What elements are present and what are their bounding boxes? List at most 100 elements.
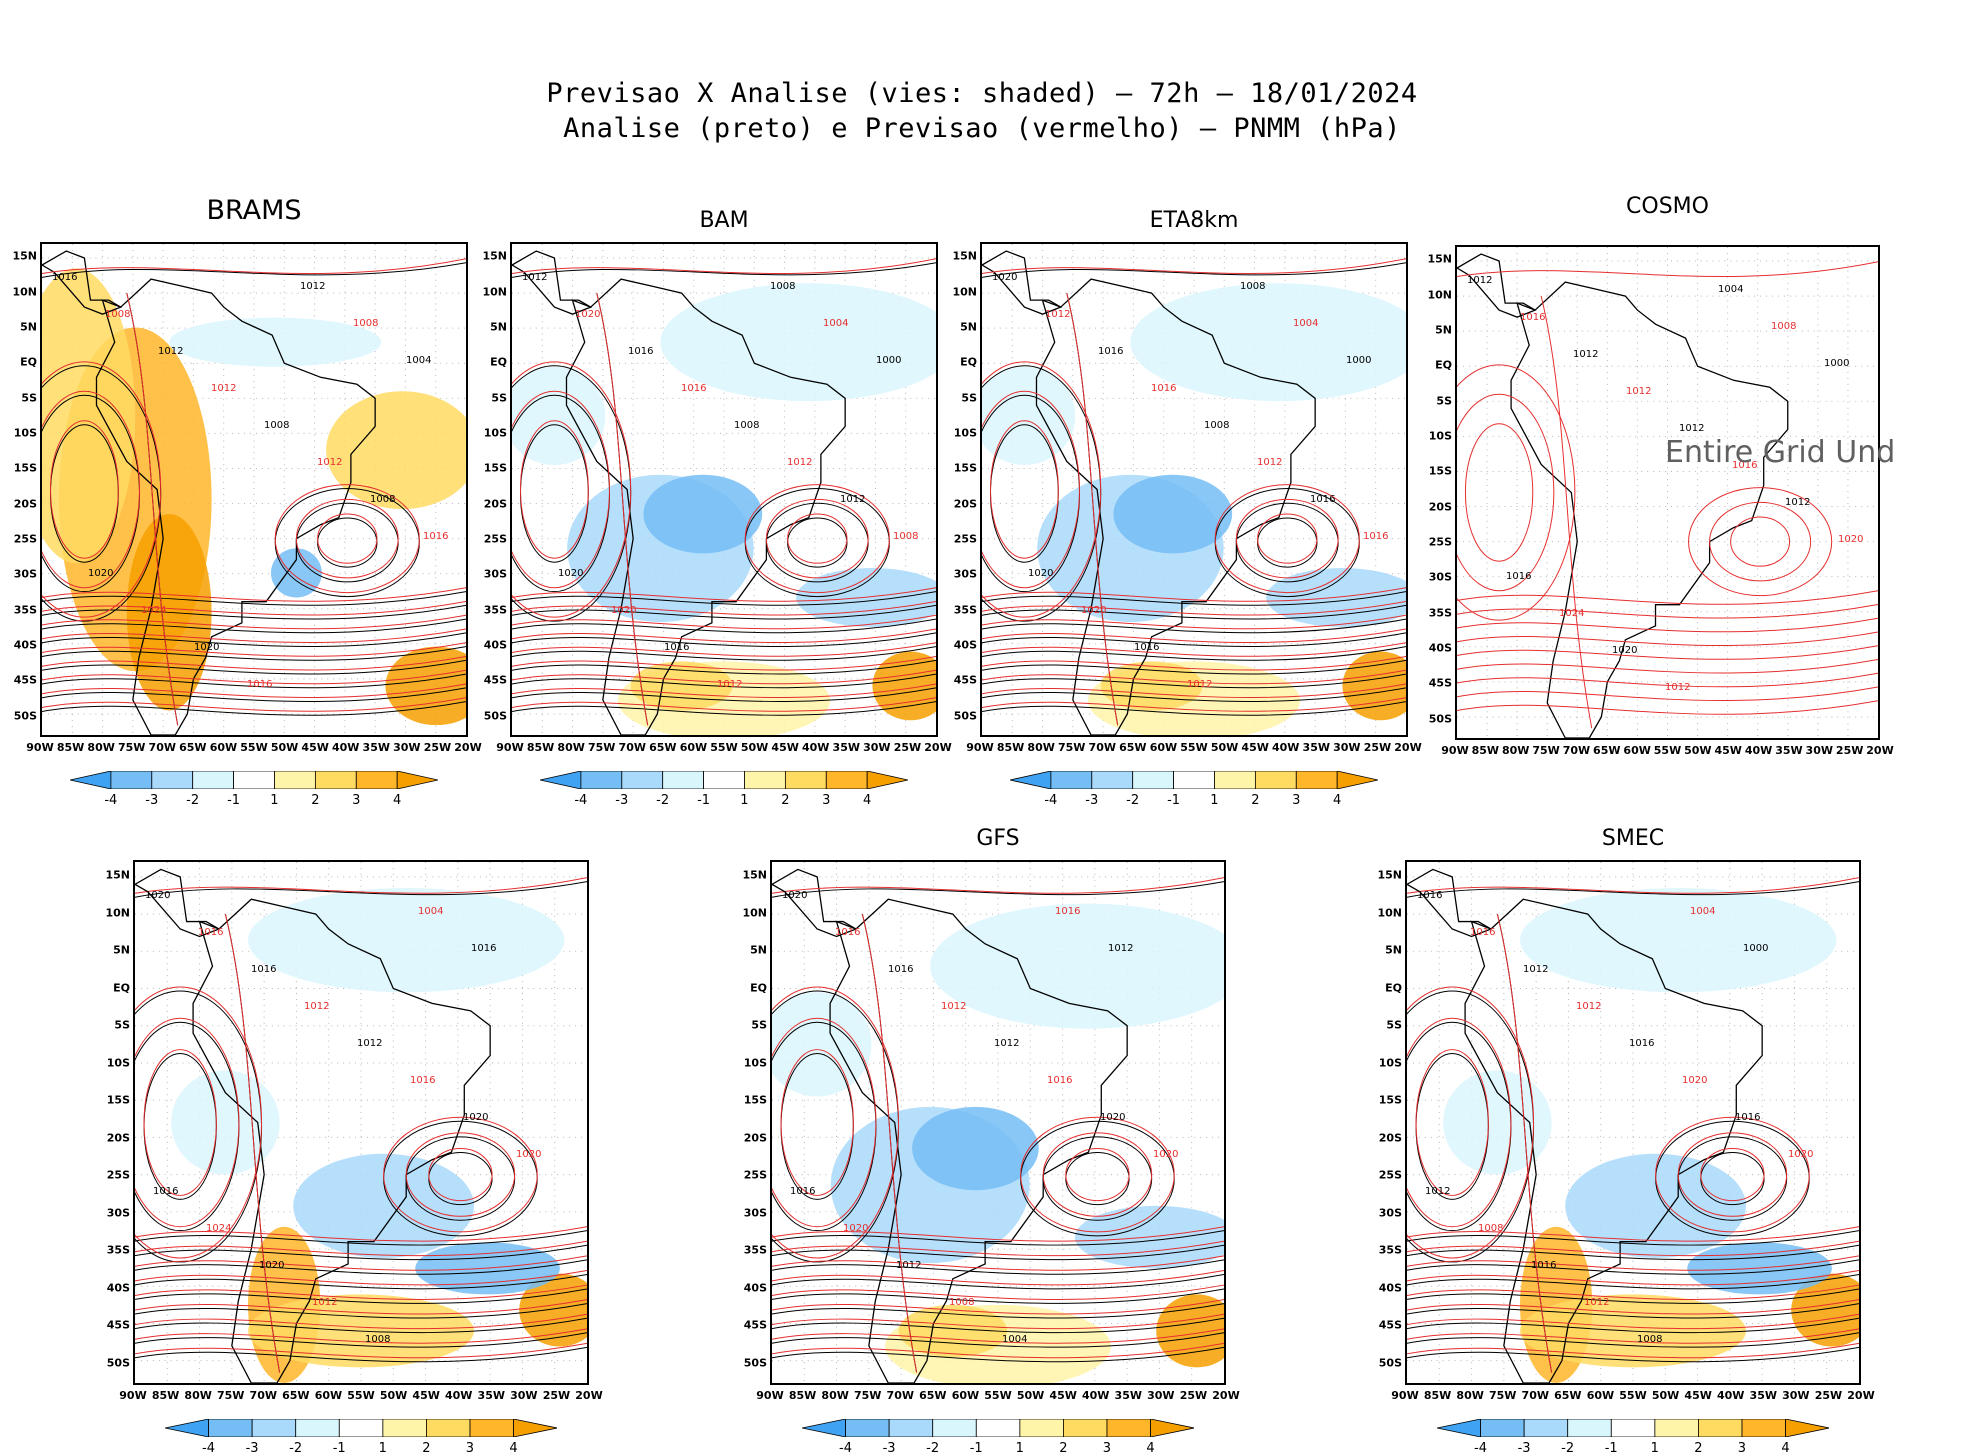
longitude-label: 25W	[1814, 1389, 1843, 1402]
latitude-label: 15N	[1377, 868, 1402, 882]
latitude-label: 5N	[1435, 323, 1452, 337]
colorbar-label: 4	[393, 793, 402, 808]
forecast-isobar	[143, 1049, 217, 1196]
longitude-label: 40W	[1716, 1389, 1745, 1402]
longitude-label: 30W	[1333, 741, 1361, 754]
analysis-isobar	[772, 1332, 1224, 1348]
analysis-isobar	[1407, 1259, 1859, 1275]
longitude-label: 70W	[249, 1389, 278, 1402]
latitude-label: 15S	[1428, 464, 1452, 478]
latitude-label: 50S	[13, 709, 37, 723]
latitude-label: 50S	[1428, 712, 1452, 726]
forecast-isobar	[982, 258, 1406, 274]
map-canvas-smec	[1407, 862, 1859, 1383]
forecast-isobar	[512, 614, 936, 630]
longitude-label: 25W	[1835, 744, 1864, 757]
latitude-label: 30S	[743, 1206, 767, 1219]
analysis-isobar	[135, 1259, 587, 1275]
colorbar-label: -4	[202, 1441, 215, 1456]
longitude-label: 55W	[347, 1389, 375, 1402]
forecast-isobar	[428, 1148, 493, 1202]
longitude-label: 55W	[710, 741, 738, 754]
analysis-isobar	[787, 517, 848, 568]
colorbar-bam	[539, 771, 909, 789]
latitude-label: 45S	[953, 673, 977, 687]
isobar-label: 1020	[145, 890, 171, 901]
isobar-label: 1012	[1573, 349, 1599, 360]
latitude-label: 50S	[743, 1356, 767, 1369]
colorbar-label: -1	[697, 793, 711, 808]
latitude-label: 10S	[106, 1056, 130, 1069]
latitude-label: 45S	[106, 1318, 130, 1332]
forecast-isobar	[1042, 1132, 1153, 1217]
analysis-isobar	[772, 1317, 1224, 1334]
map-frame-brams	[40, 242, 468, 737]
latitude-label: 20S	[13, 497, 37, 511]
analysis-isobar	[1407, 1332, 1859, 1348]
forecast-isobar	[982, 587, 1406, 602]
latitude-label: 5N	[113, 943, 130, 957]
latitude-label: 30S	[953, 567, 977, 581]
colorbar-swatch	[744, 771, 786, 789]
forecast-isobar	[135, 1313, 587, 1330]
forecast-isobar	[135, 1284, 587, 1300]
isobar-label: 1020	[843, 1223, 869, 1234]
longitude-label: 85W	[1471, 744, 1500, 757]
isobar-label: 1012	[717, 679, 743, 690]
colorbar-label: -3	[245, 1441, 259, 1456]
forecast-isobar	[224, 913, 281, 1373]
isobar-label: 1020	[782, 890, 808, 901]
latitude-label: 30S	[1428, 570, 1452, 584]
forecast-isobar	[787, 513, 848, 564]
latitude-label: 15N	[12, 249, 37, 263]
analysis-isobar	[982, 262, 1406, 278]
isobar-label: 1020	[558, 568, 584, 579]
isobar-label: 1016	[888, 964, 914, 975]
isobar-label: 1016	[423, 531, 449, 542]
bias-shading-area	[171, 1070, 280, 1175]
latitude-label: 15S	[743, 1093, 767, 1107]
forecast-isobar	[982, 361, 1102, 618]
forecast-isobar	[512, 642, 936, 657]
longitude-label: 50W	[270, 741, 299, 754]
latitude-label: 50S	[953, 709, 977, 723]
forecast-isobar	[982, 683, 1406, 698]
forecast-isobar	[126, 292, 179, 726]
longitude-label: 60W	[1623, 744, 1651, 757]
latitude-label: 35S	[13, 603, 37, 617]
isobar-label: 1012	[1187, 679, 1213, 690]
forecast-isobar	[1407, 1017, 1512, 1228]
forecast-isobar	[744, 484, 890, 594]
forecast-isobar	[42, 642, 466, 657]
isobar-label: 1020	[194, 642, 220, 653]
latitude-label: 15S	[13, 461, 37, 475]
isobar-label: 1008	[893, 531, 919, 542]
colorbar-label: 4	[1333, 793, 1342, 808]
analysis-isobar	[982, 632, 1406, 647]
map-frame-cosmo	[1455, 245, 1880, 740]
bias-shading-area	[1130, 283, 1406, 402]
isobar-label: 1000	[1824, 358, 1850, 369]
longitude-label: 70W	[618, 741, 647, 754]
forecast-isobar	[1457, 658, 1878, 674]
latitude-label: 35S	[1378, 1243, 1402, 1257]
longitude-label: 40W	[331, 741, 360, 754]
isobar-label: 1024	[141, 605, 167, 616]
isobar-label: 1008	[1204, 420, 1230, 431]
isobar-label: 1012	[312, 1297, 338, 1308]
bias-shading-area	[1520, 888, 1837, 993]
isobar-label: 1020	[575, 309, 601, 320]
latitude-label: 40S	[106, 1281, 130, 1294]
forecast-isobar	[42, 697, 466, 712]
longitude-label: 50W	[1684, 744, 1712, 757]
forecast-isobar	[1540, 295, 1593, 729]
forecast-isobar	[42, 587, 466, 602]
colorbar-swatch	[801, 1419, 846, 1437]
longitude-label: 85W	[788, 1389, 817, 1402]
analysis-isobar	[512, 701, 936, 716]
latitude-label: 35S	[483, 603, 507, 617]
forecast-isobar	[1688, 487, 1833, 597]
isobar-label: 1020	[992, 272, 1018, 283]
longitude-label: 20W	[1866, 744, 1894, 757]
analysis-isobar	[512, 591, 936, 606]
